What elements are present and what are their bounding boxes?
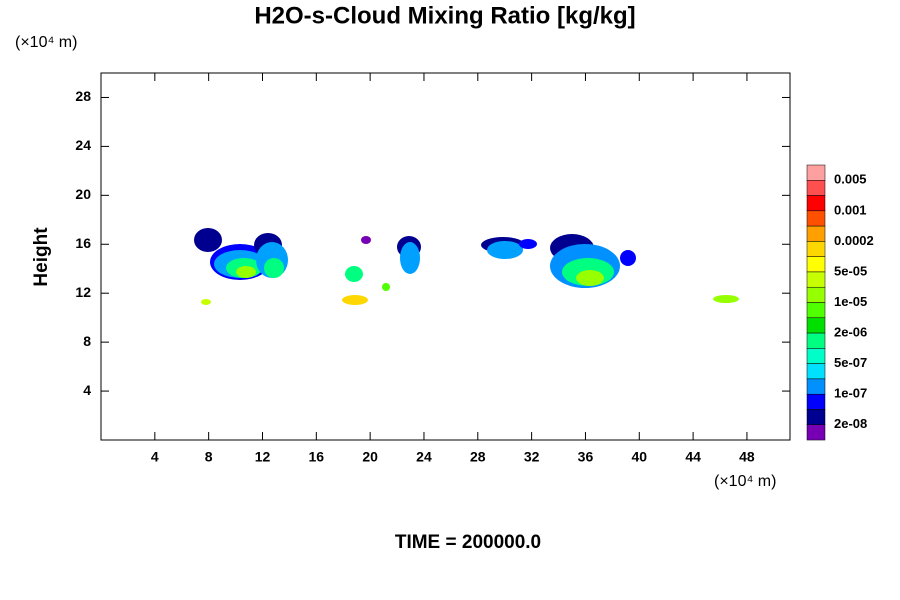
colorbar-box	[806, 195, 826, 212]
y-tick-label: 8	[83, 333, 91, 349]
colorbar-box	[806, 225, 826, 242]
x-tick-label: 4	[151, 449, 159, 465]
colorbar-box	[806, 348, 826, 364]
y-tick-label: 24	[75, 137, 91, 153]
x-tick-label: 24	[416, 449, 432, 465]
colorbar-box	[806, 271, 826, 288]
x-tick-label: 28	[470, 449, 486, 465]
colorbar-box	[806, 180, 826, 196]
colorbar-label: 5e-07	[834, 355, 867, 370]
y-axis-label: Height	[31, 227, 52, 287]
y-tick-label: 28	[75, 88, 91, 104]
x-tick-label: 44	[685, 449, 701, 465]
colorbar-box	[806, 424, 826, 441]
colorbar-box	[806, 286, 826, 303]
x-tick-label: 36	[578, 449, 594, 465]
colorbar-box	[806, 363, 826, 380]
plot-frame	[100, 72, 791, 441]
x-tick-label: 12	[255, 449, 271, 465]
x-unit: (×10⁴ m)	[714, 473, 776, 490]
y-tick-label: 20	[75, 186, 91, 202]
colorbar-label: 5e-05	[834, 263, 867, 278]
y-tick-label: 16	[75, 235, 91, 251]
colorbar-box	[806, 256, 826, 273]
colorbar-label: 2e-06	[834, 325, 867, 340]
colorbar-label: 0.005	[834, 172, 867, 187]
x-tick-label: 20	[362, 449, 378, 465]
colorbar-label: 1e-05	[834, 294, 867, 309]
y-tick-label: 12	[75, 284, 91, 300]
colorbar-box	[806, 210, 826, 227]
colorbar-box	[806, 393, 826, 410]
y-tick-label: 4	[83, 382, 91, 398]
x-tick-label: 32	[524, 449, 540, 465]
colorbar-label: 0.0002	[834, 233, 874, 248]
colorbar-box	[806, 241, 826, 257]
colorbar-label: 0.001	[834, 202, 867, 217]
colorbar-box	[806, 409, 826, 426]
x-tick-label: 16	[309, 449, 325, 465]
chart-title: H2O-s-Cloud Mixing Ratio [kg/kg]	[254, 2, 635, 29]
x-tick-label: 8	[205, 449, 213, 465]
colorbar-box	[806, 164, 826, 181]
colorbar-box	[806, 302, 826, 319]
y-unit: (×10⁴ m)	[15, 34, 77, 51]
colorbar-box	[806, 332, 826, 349]
footer: TIME = 200000.0	[395, 532, 541, 553]
cloud-field	[194, 228, 739, 305]
x-tick-label: 40	[631, 449, 647, 465]
colorbar-box	[806, 317, 826, 334]
colorbar-box	[806, 378, 826, 395]
x-tick-label: 48	[739, 449, 755, 465]
colorbar-label: 2e-08	[834, 416, 867, 431]
colorbar-label: 1e-07	[834, 386, 867, 401]
